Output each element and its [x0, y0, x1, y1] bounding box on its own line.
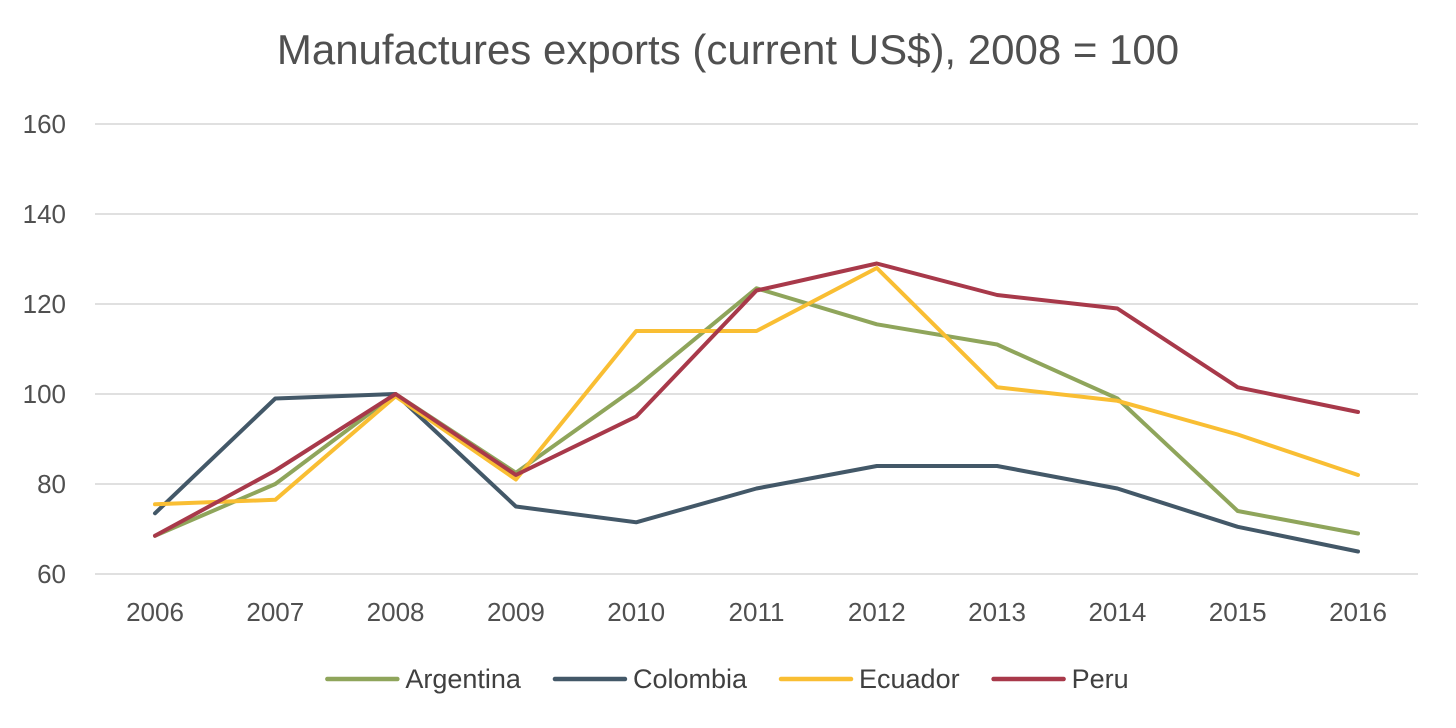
- series-line-ecuador: [153, 266, 1360, 507]
- x-tick-label: 2006: [126, 597, 184, 627]
- chart-title: Manufactures exports (current US$), 2008…: [276, 26, 1180, 73]
- legend-item-argentina: Argentina: [325, 664, 522, 694]
- x-tick-label: 2009: [487, 597, 545, 627]
- x-tick-label: 2015: [1209, 597, 1267, 627]
- x-tick-label: 2007: [246, 597, 304, 627]
- series-line-colombia: [153, 392, 1360, 554]
- x-axis-ticks: 2006 2007 2008 2009 2010 2011 2012 2013 2014 2015…: [126, 597, 1387, 627]
- series-line-peru: [153, 261, 1360, 538]
- gridlines: [95, 123, 1418, 575]
- legend-label: Colombia: [633, 664, 748, 694]
- legend: Argentina Colombia Ecuador Peru: [325, 664, 1129, 694]
- x-tick-label: 2016: [1329, 597, 1387, 627]
- legend-item-colombia: Colombia: [552, 664, 748, 694]
- x-tick-label: 2008: [367, 597, 425, 627]
- legend-label: Argentina: [405, 664, 522, 694]
- x-tick-label: 2010: [607, 597, 665, 627]
- y-axis-ticks: 60 80 100 120 140 160: [23, 109, 66, 589]
- y-tick-label: 160: [23, 109, 66, 139]
- y-tick-label: 140: [23, 199, 66, 229]
- legend-item-ecuador: Ecuador: [778, 664, 960, 694]
- legend-label: Ecuador: [859, 664, 960, 694]
- y-tick-label: 120: [23, 289, 66, 319]
- x-tick-label: 2014: [1088, 597, 1146, 627]
- series-line-argentina: [153, 286, 1360, 538]
- y-tick-label: 60: [37, 559, 66, 589]
- x-tick-label: 2013: [968, 597, 1026, 627]
- y-tick-label: 100: [23, 379, 66, 409]
- x-tick-label: 2012: [848, 597, 906, 627]
- series-lines: [153, 261, 1360, 554]
- x-tick-label: 2011: [729, 597, 785, 627]
- legend-label: Peru: [1072, 664, 1129, 694]
- legend-item-peru: Peru: [991, 664, 1129, 694]
- y-tick-label: 80: [37, 469, 66, 499]
